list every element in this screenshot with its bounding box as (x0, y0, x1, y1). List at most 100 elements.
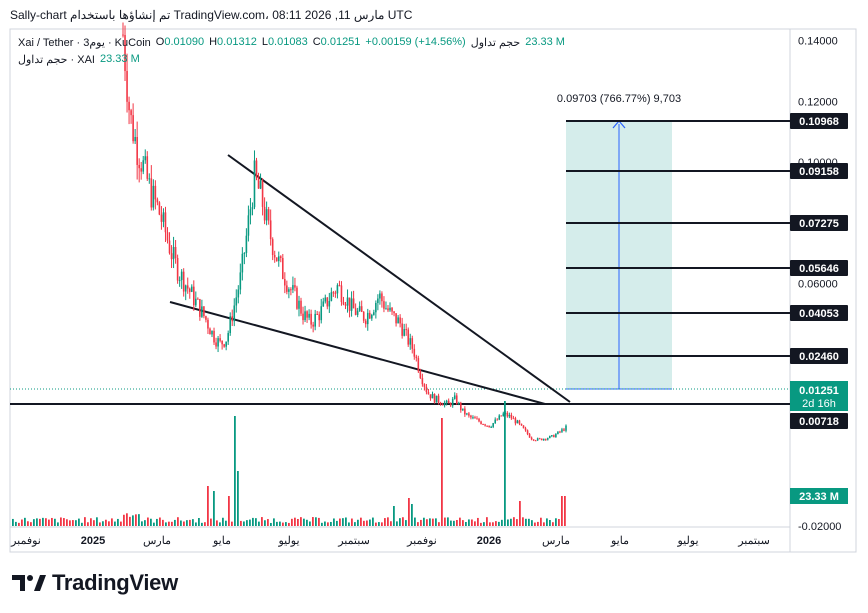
candle-body (354, 308, 357, 315)
volume-bar (69, 520, 71, 526)
candle-body (130, 110, 132, 116)
candle-body (284, 278, 286, 286)
volume-bar (225, 520, 227, 526)
candle-body (492, 423, 494, 427)
volume-bar (132, 515, 134, 526)
volume-bar (474, 521, 476, 526)
time-tick-8: مارس (542, 535, 570, 547)
tradingview-logo[interactable]: TradingView (12, 570, 178, 596)
level-badge-bg-5 (790, 348, 848, 364)
level-badge-bg-4 (790, 305, 848, 321)
candle-body (419, 371, 422, 378)
candle-body (294, 285, 296, 288)
volume-bar (318, 517, 320, 526)
candle-body (423, 384, 426, 387)
volume-bar (555, 518, 557, 526)
candle-body (518, 420, 521, 424)
target-lines (10, 120, 790, 405)
candle-body (530, 437, 533, 440)
candle-body (316, 313, 318, 315)
change-value: +0.00159 (+14.56%) (365, 36, 466, 48)
candle-body (528, 434, 531, 438)
candle-body (190, 286, 193, 292)
volume-bar (282, 522, 284, 526)
candle-body (255, 160, 258, 178)
candle-body (225, 341, 227, 347)
volume-value: 23.33 M (525, 36, 565, 48)
volume-bar (405, 520, 407, 526)
volume-bar (390, 521, 392, 526)
volume-bar (522, 517, 524, 526)
volume-bar (348, 522, 350, 526)
candle-body (152, 185, 155, 208)
candle-body (429, 394, 432, 399)
candle-body (484, 424, 486, 426)
candle-body (534, 440, 537, 442)
level-badge-bg-3 (790, 260, 848, 276)
volume-bar (66, 519, 68, 526)
volume-bar (177, 517, 179, 526)
candle-body (170, 253, 173, 260)
volume-bar (63, 518, 65, 526)
volume-bar (381, 522, 383, 526)
candle-body (279, 256, 282, 259)
time-tick-9: مايو (610, 535, 629, 547)
candle-body (271, 239, 274, 256)
volume-bar (189, 519, 191, 526)
candle-body (397, 317, 399, 324)
volume-bar (534, 522, 536, 526)
volume-bar (525, 518, 527, 526)
volume-bar (345, 517, 347, 526)
low-value: L0.01083 (261, 36, 308, 48)
volume-bar (111, 518, 113, 526)
candle-body (217, 338, 219, 347)
candle-body (393, 311, 395, 314)
volume-bar (396, 521, 398, 526)
volume-bar (528, 518, 530, 526)
volume-bar (96, 517, 98, 526)
volume-bar (261, 517, 263, 526)
volume-bar (267, 519, 269, 526)
last-price-badge (790, 381, 848, 411)
volume-bar (81, 522, 83, 526)
candle-body (364, 320, 367, 325)
candle-body (239, 272, 242, 290)
volume-badge-value: 23.33 M (799, 491, 839, 503)
candle-body (140, 168, 143, 172)
candle-body (192, 286, 195, 306)
volume-bar (435, 518, 437, 526)
candle-body (261, 180, 264, 207)
candle-body (373, 312, 375, 315)
target-level-badges: 0.10968 0.09158 0.07275 0.05646 0.04053 0.024… (790, 113, 848, 429)
time-tick-11: سبتمبر (737, 535, 770, 547)
candle-body (516, 420, 519, 424)
volume-row-label: حجم تداول · XAI (18, 54, 95, 66)
candle-body (449, 403, 452, 406)
candle-body (154, 185, 157, 200)
candle-body (381, 293, 383, 302)
candle-body (462, 408, 464, 411)
candle-body (322, 301, 325, 307)
symbol-label[interactable]: Xai / Tether · 3يوم · KuCoin (18, 37, 151, 49)
volume-bar (342, 518, 344, 526)
volume-bar (42, 517, 44, 526)
volume-bar (198, 518, 200, 526)
candle-body (411, 338, 414, 349)
candle-body (520, 423, 523, 426)
volume-bar (330, 521, 332, 526)
volume-bar (558, 519, 560, 526)
candle-body (526, 430, 529, 435)
candle-body (263, 206, 266, 221)
volume-bar (54, 518, 56, 526)
candle-body (445, 400, 448, 403)
ohlc-legend: Xai / Tether · 3يوم · KuCoin O0.01090 H0… (18, 36, 565, 49)
volume-bar (312, 517, 314, 526)
volume-bar (456, 519, 458, 526)
candle-body (308, 313, 310, 318)
volume-bar (465, 521, 467, 526)
candle-body (403, 329, 405, 336)
candle-body (494, 419, 497, 424)
candle-body (273, 255, 276, 258)
candle-body (387, 308, 389, 311)
